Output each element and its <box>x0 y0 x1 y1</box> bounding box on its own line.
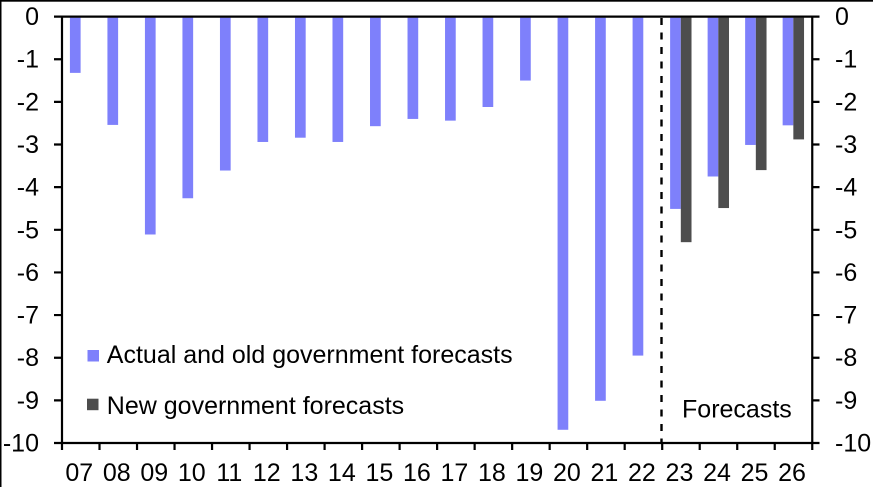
svg-text:20: 20 <box>553 459 581 487</box>
svg-text:-3: -3 <box>835 131 857 159</box>
svg-text:18: 18 <box>478 459 506 487</box>
svg-text:-1: -1 <box>835 46 857 74</box>
svg-text:-9: -9 <box>835 387 857 415</box>
svg-text:17: 17 <box>440 459 468 487</box>
svg-text:26: 26 <box>778 459 806 487</box>
svg-text:-6: -6 <box>17 259 39 287</box>
svg-text:0: 0 <box>25 3 39 31</box>
svg-text:16: 16 <box>403 459 431 487</box>
svg-text:-8: -8 <box>835 344 857 372</box>
svg-text:12: 12 <box>253 459 281 487</box>
svg-text:Actual and old government fore: Actual and old government forecasts <box>107 341 513 369</box>
svg-text:23: 23 <box>666 459 694 487</box>
svg-text:New government forecasts: New government forecasts <box>107 392 404 420</box>
svg-text:-1: -1 <box>17 46 39 74</box>
svg-text:-3: -3 <box>17 131 39 159</box>
svg-text:21: 21 <box>591 459 619 487</box>
svg-text:0: 0 <box>835 3 849 31</box>
svg-text:-8: -8 <box>17 344 39 372</box>
svg-text:07: 07 <box>65 459 93 487</box>
svg-text:22: 22 <box>628 459 656 487</box>
svg-text:-7: -7 <box>17 302 39 330</box>
svg-text:-6: -6 <box>835 259 857 287</box>
svg-text:25: 25 <box>741 459 769 487</box>
svg-text:-2: -2 <box>835 88 857 116</box>
svg-text:11: 11 <box>216 459 242 487</box>
svg-text:-5: -5 <box>17 216 39 244</box>
svg-text:-7: -7 <box>835 302 857 330</box>
svg-text:24: 24 <box>703 459 731 487</box>
svg-text:13: 13 <box>290 459 318 487</box>
svg-text:-10: -10 <box>835 430 871 458</box>
svg-text:-10: -10 <box>3 430 39 458</box>
svg-text:-2: -2 <box>17 88 39 116</box>
svg-text:08: 08 <box>103 459 131 487</box>
svg-text:14: 14 <box>328 459 356 487</box>
svg-text:-4: -4 <box>835 174 857 202</box>
svg-text:-5: -5 <box>835 216 857 244</box>
svg-text:15: 15 <box>365 459 393 487</box>
svg-text:-9: -9 <box>17 387 39 415</box>
svg-text:Forecasts: Forecasts <box>682 395 792 423</box>
svg-text:-4: -4 <box>17 174 39 202</box>
svg-text:19: 19 <box>516 459 544 487</box>
svg-text:09: 09 <box>140 459 168 487</box>
svg-text:10: 10 <box>178 459 206 487</box>
